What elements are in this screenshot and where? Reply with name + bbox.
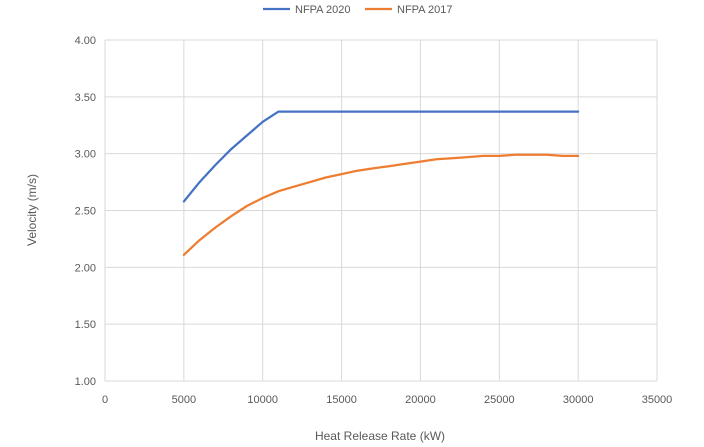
- series-lines: [182, 110, 580, 256]
- x-tick-label: 25000: [484, 394, 515, 406]
- series-line-2: [182, 153, 580, 256]
- x-tick-label: 20000: [405, 394, 436, 406]
- x-tick-label: 0: [102, 394, 108, 406]
- y-tick-label: 2.00: [75, 262, 96, 274]
- x-tick-label: 35000: [642, 394, 673, 406]
- x-tick-label: 5000: [172, 394, 196, 406]
- y-axis-title: Velocity (m/s): [25, 174, 39, 246]
- legend-label-2: NFPA 2017: [397, 4, 452, 16]
- x-tick-label: 10000: [247, 394, 278, 406]
- y-axis-tick-labels: 1.00 1.50 2.00 2.50 3.00 3.50 4.00: [75, 35, 96, 388]
- x-axis-tick-labels: 0 5000 10000 15000 20000 25000 30000 35000: [102, 394, 672, 406]
- x-tick-label: 15000: [326, 394, 357, 406]
- series-line-1: [182, 110, 580, 203]
- y-tick-label: 2.50: [75, 206, 96, 218]
- y-tick-label: 4.00: [75, 35, 96, 47]
- gridlines: [104, 39, 658, 382]
- y-tick-label: 1.00: [75, 376, 96, 388]
- x-axis-title: Heat Release Rate (kW): [315, 429, 445, 443]
- y-tick-label: 3.50: [75, 92, 96, 104]
- y-tick-label: 1.50: [75, 319, 96, 331]
- y-tick-label: 3.00: [75, 149, 96, 161]
- legend: NFPA 2020 NFPA 2017: [263, 4, 452, 16]
- x-tick-label: 30000: [563, 394, 594, 406]
- legend-label-1: NFPA 2020: [295, 4, 350, 16]
